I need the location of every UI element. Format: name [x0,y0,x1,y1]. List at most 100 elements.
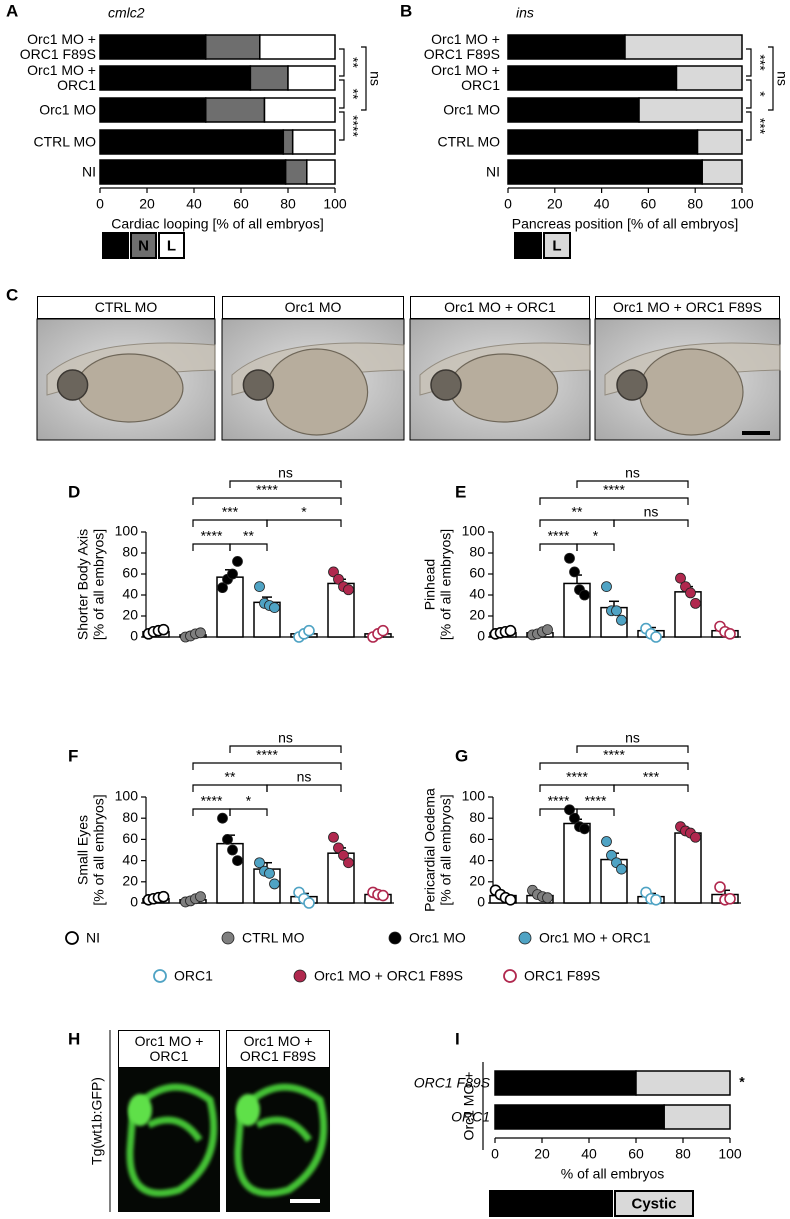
bar-segment [205,97,266,123]
x-tick-label: 80 [675,1146,691,1162]
category-label: ORC1 F89S [413,1074,490,1091]
embryo-yolk [265,348,369,436]
data-point [333,842,344,854]
data-point [157,890,170,903]
data-point [254,857,265,869]
bar [563,822,591,904]
legend-swatch [130,232,157,259]
data-point [579,823,590,835]
data-point [254,581,265,592]
significance-bracket [192,543,231,551]
significance: ns [644,504,659,520]
y-tick-label: 0 [477,628,485,644]
y-axis-label: Pinhead [422,559,438,610]
y-tick-label: 40 [469,851,485,867]
significance-bracket [576,543,615,551]
y-tick-label: 20 [122,607,138,623]
y-tick-label: 60 [469,830,485,846]
embryo-yolk [638,348,744,436]
bar-segment [507,159,703,185]
data-point [328,566,339,578]
y-tick-label: 40 [122,586,138,602]
bar-segment [663,1104,731,1130]
significance-bracket [613,519,689,527]
significance: ns [625,465,640,481]
data-point [377,624,389,637]
category-label: CTRL MO [437,133,500,150]
data-point [685,587,696,599]
y-axis-label: Small Eyes [75,815,91,885]
legend-label: R [523,237,534,254]
data-point [264,867,275,879]
significance: *** [752,118,768,135]
significance-bracket [339,48,345,77]
bar-segment [696,129,743,155]
significance-bracket [746,111,752,141]
y-tick-label: 60 [469,565,485,581]
y-axis-label: [% of all embryos] [438,794,454,905]
significance-bracket [539,784,615,792]
x-axis-label: Cardiac looping [% of all embryos] [111,216,323,232]
subtitle: cmlc2 [108,5,145,21]
legend-label: Orc1 MO [409,930,466,946]
legend-marker [388,931,402,945]
legend-marker [293,969,307,983]
legend-marker [65,931,79,945]
significance-bracket [229,543,268,551]
data-point [232,855,243,866]
data-point [343,857,354,869]
bar-segment [259,34,336,60]
data-point [343,584,354,596]
legend-label: Orc1 MO + ORC1 F89S [314,968,463,984]
data-point [303,897,315,909]
data-point [606,849,617,861]
x-tick-label: 0 [96,196,104,212]
significance: ns [625,730,640,746]
bar-segment [624,34,743,60]
data-point [227,844,238,856]
bar-segment [99,34,207,60]
data-point [690,831,701,843]
data-point [601,581,612,592]
panel-letter: H [68,1029,80,1048]
category-label: NI [486,163,500,180]
image-caption: CTRL MO [37,296,215,319]
significance: **** [345,115,361,137]
y-tick-label: 20 [469,607,485,623]
category-label: Orc1 MO [443,101,500,118]
significance: ns [278,730,293,746]
panel-letter: F [68,746,78,765]
significance: **** [201,528,223,544]
significance: **** [548,528,570,544]
data-point [328,831,339,843]
legend-swatch [543,232,571,259]
significance: * [739,1074,745,1090]
bar-segment [291,129,336,155]
bar-segment [638,97,743,123]
y-tick-label: 100 [115,523,139,539]
data-point [195,627,206,639]
significance-bracket [192,762,342,770]
image-caption: Orc1 MO + ORC1 F89S [226,1030,330,1068]
bar-segment [282,129,294,155]
panel-letter: D [68,482,80,501]
significance: * [246,793,252,809]
x-tick-label: 100 [730,196,754,212]
significance: ns [278,465,293,481]
data-point [232,556,243,567]
category-label: ORC1 [451,1108,490,1125]
significance: ** [345,89,361,100]
category-label: CTRL MO [33,133,96,150]
significance-bracket [746,79,752,109]
y-tick-label: 0 [130,894,138,910]
significance: * [752,91,768,97]
significance-bracket [192,784,268,792]
y-axis-label: Shorter Body Axis [75,529,91,640]
x-tick-label: 80 [280,196,296,212]
y-tick-label: 0 [130,628,138,644]
image-ylabel: Tg(wt1b:GFP) [89,1077,105,1165]
legend-marker [503,969,517,983]
x-tick-label: 100 [718,1146,742,1162]
